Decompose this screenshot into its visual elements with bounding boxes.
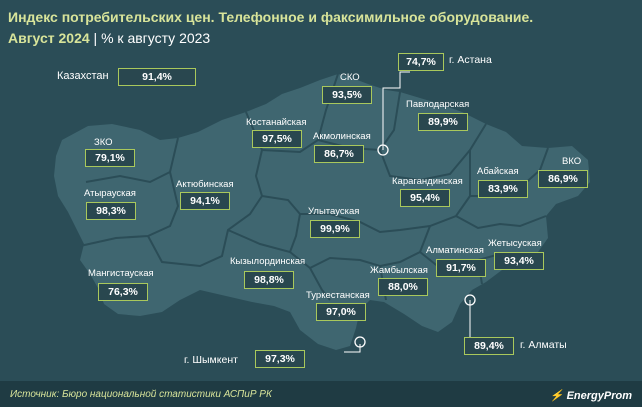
kazakhstan-label: Казахстан <box>57 70 109 82</box>
region-value: 95,4% <box>400 189 450 207</box>
region-name: Павлодарская <box>406 99 470 110</box>
title-period-rest: | % к августу 2023 <box>89 30 211 46</box>
region-name: Мангистауская <box>88 268 154 279</box>
astana-marker <box>377 144 389 156</box>
region-value: 91,7% <box>436 259 486 277</box>
region-name: Акмолинская <box>313 131 371 142</box>
city-name: г. Шымкент <box>184 354 238 366</box>
region-name: ЗКО <box>94 137 113 148</box>
region-value: 88,0% <box>378 278 428 296</box>
region-name: Туркестанская <box>306 290 370 301</box>
region-name: Алматинская <box>426 245 484 256</box>
region-value: 79,1% <box>85 149 135 167</box>
region-value: 94,1% <box>180 192 230 210</box>
title-line-2: Август 2024 | % к августу 2023 <box>8 28 533 49</box>
city-name: г. Астана <box>449 54 492 66</box>
region-name: Костанайская <box>246 117 307 128</box>
region-value: 99,9% <box>310 220 360 238</box>
title-period: Август 2024 <box>8 30 90 46</box>
region-value: 98,3% <box>86 202 136 220</box>
city-value: 97,3% <box>255 350 305 368</box>
logo-text: EnergyProm <box>566 390 632 402</box>
bolt-icon: ⚡ <box>549 390 564 402</box>
almaty-marker <box>464 294 476 306</box>
footer: Источник: Бюро национальной статистики А… <box>0 381 642 407</box>
city-value: 74,7% <box>398 53 444 71</box>
region-name: Атырауская <box>84 188 136 199</box>
region-value: 86,9% <box>538 170 588 188</box>
city-name: г. Алматы <box>520 339 567 351</box>
region-value: 86,7% <box>314 145 364 163</box>
region-value: 89,9% <box>418 113 468 131</box>
kazakhstan-value: 91,4% <box>118 68 196 86</box>
region-value: 93,4% <box>494 252 544 270</box>
chart-title: Индекс потребительских цен. Телефонное и… <box>8 7 533 49</box>
region-name: Абайская <box>477 166 519 177</box>
region-name: Актюбинская <box>176 179 234 190</box>
region-value: 76,3% <box>98 283 148 301</box>
region-value: 98,8% <box>244 271 294 289</box>
region-name: ВКО <box>562 156 582 167</box>
region-value: 97,5% <box>252 130 302 148</box>
city-value: 89,4% <box>464 337 514 355</box>
region-name: Улытауская <box>308 206 360 217</box>
region-name: Жамбылская <box>370 265 428 276</box>
shymkent-marker <box>354 336 366 348</box>
region-value: 93,5% <box>322 86 372 104</box>
region-name: Карагандинская <box>392 176 463 187</box>
country-shape <box>54 74 590 350</box>
region-name: Кызылординская <box>230 256 306 267</box>
region-value: 97,0% <box>316 303 366 321</box>
title-line-1: Индекс потребительских цен. Телефонное и… <box>8 9 534 25</box>
source-text: Источник: Бюро национальной статистики А… <box>10 389 272 400</box>
region-name: Жетысуская <box>488 238 542 249</box>
energyprom-logo: ⚡ EnergyProm <box>550 389 632 402</box>
region-name: СКО <box>340 72 360 83</box>
region-value: 83,9% <box>478 180 528 198</box>
